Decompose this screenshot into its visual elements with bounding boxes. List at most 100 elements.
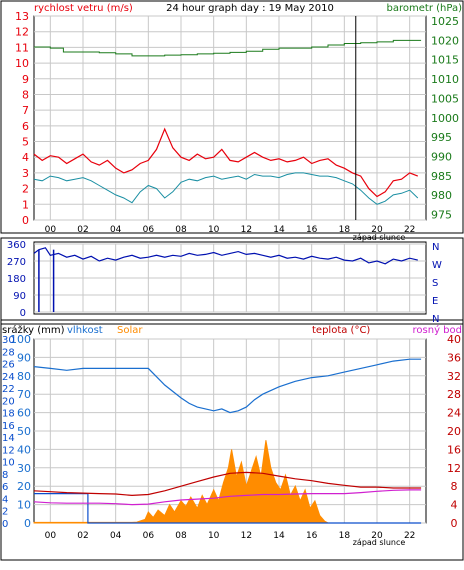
wind-tick-label: 13 (15, 10, 29, 23)
x-tick-label: 10 (208, 225, 220, 235)
humidity-tick-label: 0 (24, 517, 31, 530)
humidity-tick-label: 50 (17, 425, 31, 438)
pressure-tick-label: 1005 (431, 92, 459, 105)
rain-line (34, 493, 422, 524)
dewpoint-line (33, 489, 422, 506)
temperature-tick-label: 12 (447, 462, 461, 475)
direction-panel-frame (0, 237, 464, 325)
chart-title: 24 hour graph day : 19 May 2010 (166, 3, 334, 14)
humidity-tick-label: 30 (17, 462, 31, 475)
wind-line (33, 127, 419, 198)
wind-tick-label: 4 (22, 151, 29, 164)
rain-tick-label: 24 (2, 372, 15, 383)
rain-tick-label: 4 (2, 494, 8, 505)
x-tick-label: 02 (77, 225, 88, 235)
rain-tick-label: 10 (2, 458, 15, 469)
temperature-line (33, 471, 422, 497)
pressure-axis-title: barometr (hPa) (387, 3, 463, 14)
compass-label: S (432, 278, 438, 289)
direction-gridlines (34, 243, 426, 313)
humidity-tick-label: 20 (17, 480, 31, 493)
direction-tick-label: 270 (7, 257, 26, 268)
compass-label: W (432, 260, 442, 271)
x-tick-label: 14 (273, 531, 285, 541)
wind-panel-frame (0, 0, 464, 234)
direction-series (33, 247, 418, 312)
x-tick-label: 08 (175, 531, 187, 541)
rain-tick-label: 14 (2, 433, 15, 444)
temperature-tick-label: 28 (447, 388, 461, 401)
direction-tick-label: 180 (7, 274, 26, 285)
rain-tick-label: 2 (2, 507, 8, 518)
rain-tick-label: 8 (2, 470, 8, 481)
wind-tick-label: 6 (22, 120, 29, 133)
humidity-tick-label: 10 (17, 499, 31, 512)
temperature-tick-label: 20 (447, 425, 461, 438)
x-tick-label: 00 (45, 225, 57, 235)
x-tick-label: 20 (371, 531, 383, 541)
x-tick-label: 00 (45, 531, 57, 541)
wind-tick-label: 7 (22, 104, 29, 117)
direction-tick-label: 90 (13, 291, 26, 302)
temperature-axis-title: teplota (°C) (312, 325, 370, 336)
solar-axis-title: Solar (117, 325, 143, 336)
compass-label: E (432, 296, 438, 307)
rain-tick-label: 22 (2, 384, 15, 395)
wind-tick-labels: 0123456789101112139759809859909951000100… (15, 10, 459, 235)
rain-tick-label: 30 (2, 335, 15, 346)
wind-tick-label: 12 (15, 26, 29, 39)
sunset-label: západ slunce (353, 233, 406, 242)
x-tick-label: 06 (143, 531, 155, 541)
x-tick-label: 04 (110, 225, 122, 235)
humidity-tick-label: 60 (17, 407, 31, 420)
solar-area (33, 440, 329, 524)
x-tick-label: 04 (110, 531, 122, 541)
x-tick-label: 20 (371, 225, 383, 235)
wind-tick-label: 8 (22, 88, 29, 101)
x-tick-label: 18 (339, 225, 351, 235)
x-tick-label: 08 (175, 225, 187, 235)
humidity-tick-label: 100 (10, 333, 31, 346)
pressure-tick-label: 1010 (431, 73, 459, 86)
humidity-tick-label: 40 (17, 443, 31, 456)
humidity-tick-label: 80 (17, 370, 31, 383)
pressure-tick-label: 1000 (431, 112, 459, 125)
rain-tick-label: 20 (2, 396, 15, 407)
wind-tick-label: 2 (22, 183, 29, 196)
rain-tick-label: 18 (2, 409, 15, 420)
x-tick-label: 12 (241, 531, 252, 541)
pressure-tick-label: 975 (431, 209, 452, 222)
compass-label: N (432, 314, 439, 325)
x-tick-label: 16 (306, 531, 318, 541)
dewpoint-axis-title: rosný bod (413, 324, 462, 336)
rain-tick-label: 0 (2, 519, 8, 530)
direction-tick-label: 0 (20, 308, 26, 319)
x-tick-label: 14 (273, 225, 285, 235)
temperature-tick-label: 24 (447, 407, 461, 420)
humidity-tick-label: 70 (17, 388, 31, 401)
wind-pressure-series (33, 16, 422, 220)
rain-tick-label: 16 (2, 421, 15, 432)
pressure-tick-label: 1015 (431, 54, 459, 67)
wind-tick-label: 10 (15, 57, 29, 70)
rain-series (33, 358, 422, 524)
x-tick-label: 10 (208, 531, 220, 541)
pressure-tick-label: 980 (431, 189, 452, 202)
humidity-line (33, 358, 422, 414)
temperature-tick-label: 40 (447, 333, 461, 346)
direction-tick-label: 360 (7, 240, 26, 251)
x-tick-label: 02 (77, 531, 88, 541)
rain-tick-labels: 0481216202428323640010203040506070809010… (2, 333, 461, 541)
pressure-tick-label: 990 (431, 151, 452, 164)
temperature-tick-label: 8 (451, 480, 458, 493)
pressure-tick-label: 985 (431, 170, 452, 183)
humidity-tick-label: 90 (17, 351, 31, 364)
temperature-tick-label: 32 (447, 370, 461, 383)
rain-tick-label: 28 (2, 347, 15, 358)
x-tick-label: 18 (339, 531, 351, 541)
pressure-line (34, 39, 422, 57)
wind_avg-line (33, 172, 419, 205)
humidity-axis-title: vlhkost (67, 325, 103, 336)
